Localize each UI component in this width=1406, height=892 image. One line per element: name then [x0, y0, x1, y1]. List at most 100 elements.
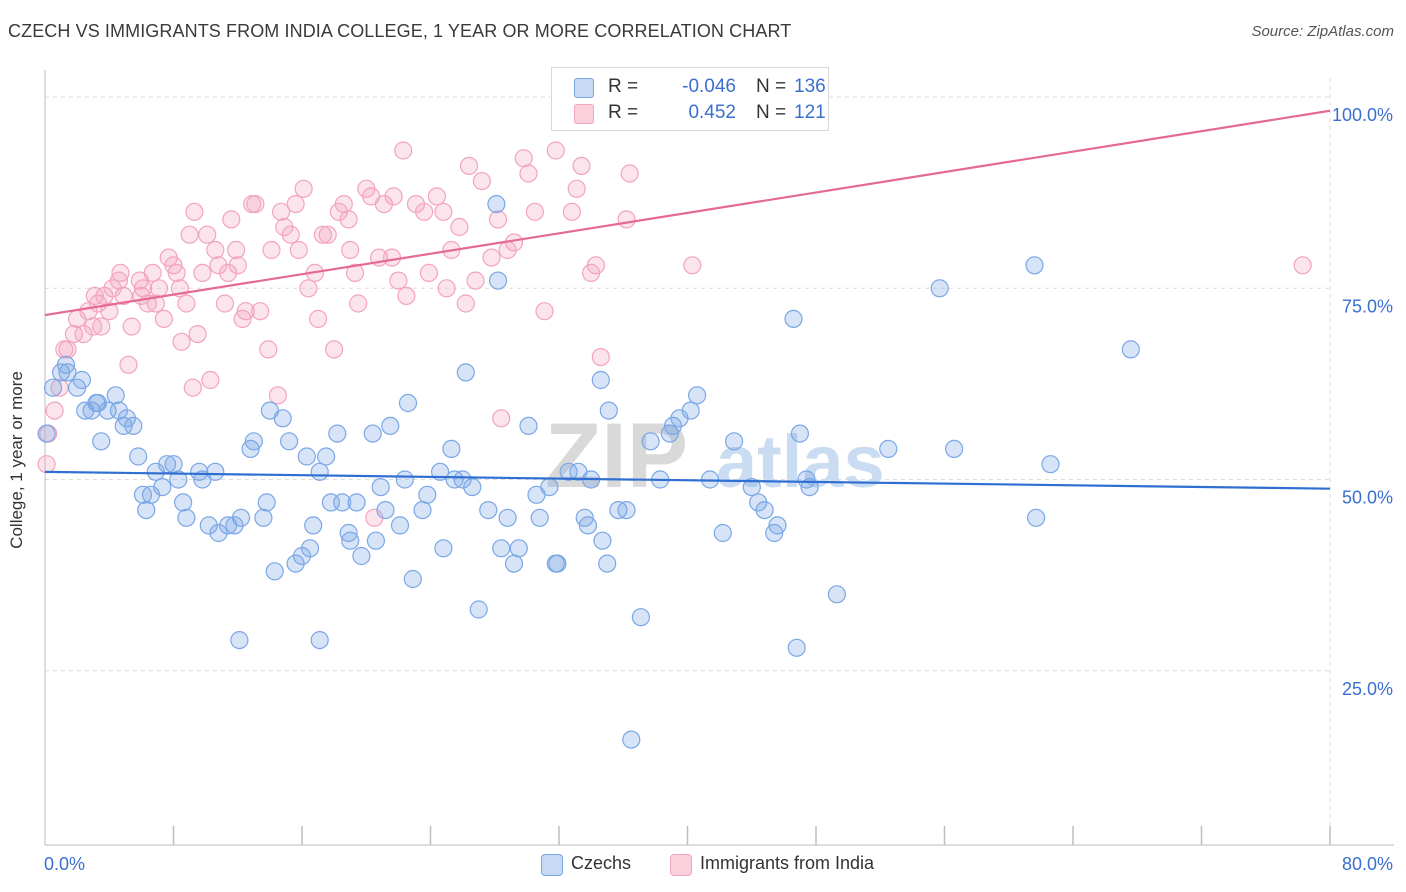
point-czechs — [280, 432, 299, 451]
point-czechs — [724, 432, 744, 451]
point-india — [286, 195, 305, 214]
point-india — [262, 240, 281, 260]
legend-swatch-czechs — [541, 854, 563, 876]
point-czechs — [879, 439, 898, 458]
point-india — [339, 210, 358, 229]
point-czechs — [297, 447, 316, 466]
point-czechs — [944, 439, 964, 458]
point-czechs — [347, 493, 366, 512]
point-czechs — [265, 562, 284, 581]
point-india — [185, 202, 204, 221]
point-czechs — [713, 523, 732, 543]
point-czechs — [790, 424, 810, 443]
point-czechs — [88, 393, 108, 413]
point-india — [183, 378, 202, 397]
legend-swatch-india — [670, 854, 692, 876]
point-india — [572, 156, 591, 175]
point-czechs — [398, 393, 418, 413]
point-india — [313, 225, 332, 244]
point-india — [466, 271, 485, 290]
point-czechs — [56, 355, 76, 374]
point-india — [149, 279, 169, 298]
point-india — [251, 302, 270, 321]
point-czechs — [463, 478, 482, 497]
point-czechs — [244, 432, 263, 451]
point-czechs — [755, 501, 774, 520]
point-czechs — [442, 439, 461, 458]
point-czechs — [540, 478, 559, 497]
point-czechs — [124, 416, 143, 435]
point-india — [374, 195, 393, 214]
r-label: R = — [608, 76, 639, 97]
point-czechs — [1041, 455, 1060, 474]
source-note: Source: ZipAtlas.com — [1251, 23, 1394, 40]
point-india — [119, 355, 138, 374]
n-value: 136 — [794, 76, 826, 97]
point-india — [206, 240, 225, 260]
point-india — [193, 263, 212, 282]
point-india — [384, 187, 403, 206]
point-india — [294, 179, 313, 198]
point-czechs — [177, 508, 196, 527]
point-india — [259, 340, 278, 359]
point-czechs — [352, 546, 371, 566]
point-czechs — [317, 447, 336, 466]
point-czechs — [257, 493, 276, 512]
point-india — [535, 302, 554, 321]
n-label: N = — [756, 102, 787, 123]
point-czechs — [519, 416, 538, 435]
point-czechs — [413, 501, 432, 520]
point-india — [167, 263, 186, 282]
point-czechs — [230, 630, 249, 650]
point-india — [143, 263, 162, 282]
point-czechs — [1026, 508, 1046, 527]
point-czechs — [174, 493, 193, 512]
point-india — [415, 202, 434, 221]
point-czechs — [395, 470, 414, 489]
legend-label-czechs: Czechs — [571, 853, 632, 873]
point-india — [1293, 256, 1312, 275]
legend-swatch-czechs — [574, 78, 594, 98]
point-czechs — [591, 370, 610, 390]
point-czechs — [598, 554, 617, 573]
point-india — [397, 286, 416, 305]
point-india — [281, 225, 300, 244]
point-india — [419, 263, 438, 282]
point-czechs — [768, 516, 787, 535]
point-czechs — [225, 516, 244, 535]
tick-labels: 25.0% 50.0% 75.0% 100.0% 0.0% 80.0% — [44, 105, 1393, 874]
r-value: -0.046 — [682, 76, 736, 97]
point-czechs — [787, 638, 806, 657]
point-czechs — [548, 554, 567, 573]
point-india — [45, 401, 64, 420]
point-india — [683, 256, 702, 275]
point-czechs — [206, 462, 225, 481]
point-india — [228, 256, 247, 275]
point-czechs — [363, 424, 382, 443]
point-india — [567, 179, 586, 198]
point-czechs — [153, 478, 172, 497]
n-label: N = — [756, 76, 787, 97]
correlation-legend: R = -0.046 N = 136 R = 0.452 N = 121 — [551, 67, 829, 131]
point-india — [591, 348, 610, 367]
trend-line-czechs — [44, 470, 1331, 490]
point-india — [215, 294, 234, 313]
point-india — [382, 248, 402, 267]
x-tick-label: 80.0% — [1342, 854, 1393, 874]
axes — [44, 70, 1394, 846]
chart-title: CZECH VS IMMIGRANTS FROM INDIA COLLEGE, … — [8, 21, 792, 41]
point-india — [488, 210, 508, 229]
point-india — [345, 263, 365, 282]
point-czechs — [366, 531, 385, 550]
point-czechs — [498, 508, 517, 527]
point-czechs — [72, 370, 92, 390]
point-czechs — [43, 378, 63, 397]
point-india — [109, 271, 129, 290]
point-india — [188, 325, 207, 344]
point-india — [341, 240, 360, 260]
point-india — [450, 217, 469, 237]
point-india — [586, 256, 606, 275]
point-czechs — [300, 539, 320, 558]
point-czechs — [617, 501, 636, 520]
